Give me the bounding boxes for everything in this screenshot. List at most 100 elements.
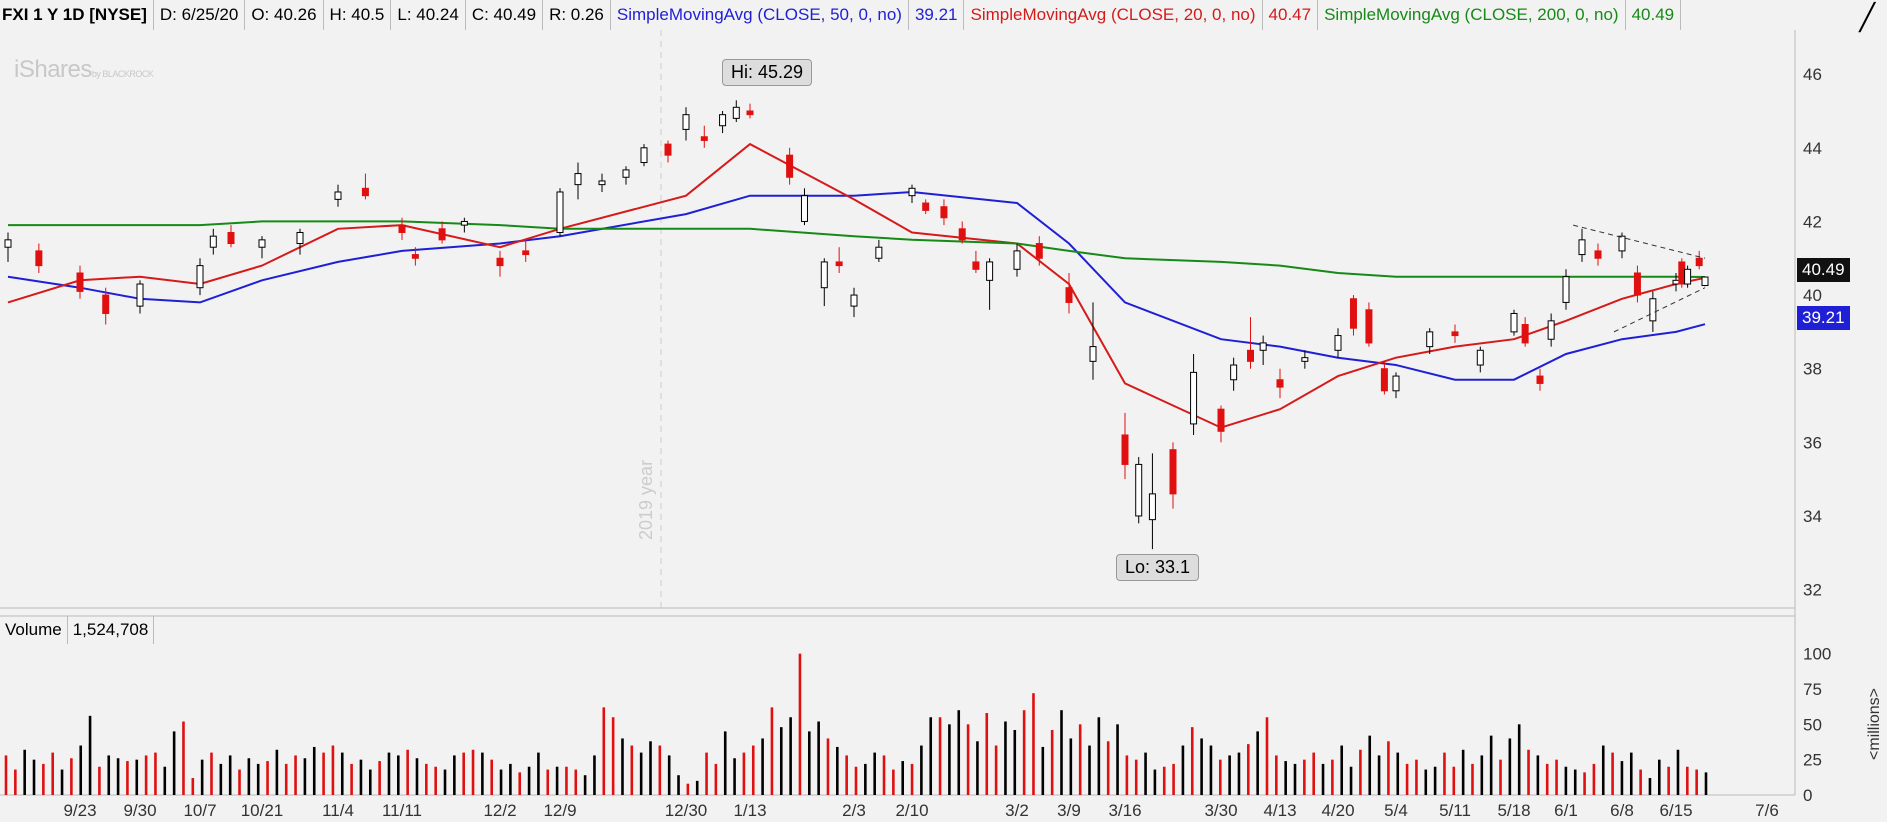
range-readout: R: 0.26 — [543, 0, 611, 30]
volume-bar — [266, 761, 269, 795]
volume-bar — [14, 769, 17, 795]
candle-body — [1649, 298, 1657, 322]
volume-bar — [1153, 769, 1157, 795]
volume-bar — [210, 752, 213, 795]
pattern-upper-line — [1573, 224, 1706, 259]
volume-bar — [798, 653, 802, 795]
volume-bar — [957, 710, 961, 795]
candle-body — [940, 206, 948, 219]
volume-bar — [976, 741, 979, 795]
symbol-label[interactable]: FXI 1 Y 1D [NYSE] — [0, 0, 154, 30]
volume-bar — [228, 755, 232, 795]
volume-bar — [714, 763, 718, 795]
volume-bar — [779, 727, 783, 795]
candle-body — [258, 239, 266, 248]
volume-bar — [705, 752, 708, 795]
volume-bar — [677, 775, 680, 795]
volume-bar — [247, 758, 251, 795]
volume-bar — [1499, 759, 1502, 795]
candle-body — [1672, 279, 1680, 285]
volume-bar — [1022, 710, 1026, 795]
x-tick-label: 6/1 — [1554, 801, 1578, 820]
candle-body — [1121, 434, 1129, 465]
candle-body — [1135, 463, 1143, 517]
x-tick-label: 2/10 — [895, 801, 928, 820]
volume-tick-label: 0 — [1803, 786, 1812, 805]
volume-bar — [854, 766, 858, 795]
sma20-label[interactable]: SimpleMovingAvg (CLOSE, 20, 0, no) — [964, 0, 1263, 30]
candle-body — [1035, 243, 1043, 259]
high-readout: H: 40.5 — [324, 0, 392, 30]
candle-body — [438, 228, 446, 241]
volume-bar — [630, 745, 634, 795]
volume-bar — [425, 763, 428, 795]
volume-bar — [537, 752, 540, 795]
volume-bar — [1387, 741, 1390, 795]
volume-bar — [733, 758, 736, 795]
volume-bar — [817, 721, 820, 795]
x-tick-label: 7/6 — [1755, 801, 1779, 820]
volume-bar — [88, 715, 92, 795]
x-tick-label: 12/9 — [543, 801, 576, 820]
candle-body — [682, 114, 690, 130]
candle-body — [1380, 368, 1388, 392]
candle-body — [598, 180, 606, 186]
volume-bar — [163, 766, 167, 795]
candle-body — [1259, 342, 1267, 351]
volume-bar — [1284, 761, 1287, 795]
candle-body — [35, 250, 43, 267]
volume-bar — [1106, 741, 1110, 795]
sma-line — [8, 220, 1706, 278]
volume-bar — [1359, 749, 1362, 795]
sma200-label[interactable]: SimpleMovingAvg (CLOSE, 200, 0, no) — [1318, 0, 1626, 30]
volume-bar — [275, 749, 279, 795]
volume-bar — [1116, 724, 1119, 795]
sma50-label[interactable]: SimpleMovingAvg (CLOSE, 50, 0, no) — [611, 0, 909, 30]
sma-line — [7, 190, 1706, 381]
volume-bar — [322, 752, 325, 795]
volume-bar — [1050, 729, 1054, 795]
year-marker: 2019 year — [636, 459, 656, 540]
volume-bar — [350, 763, 353, 795]
candle-body — [4, 239, 12, 248]
candle-body — [875, 246, 883, 259]
volume-bar — [994, 745, 998, 795]
x-tick-label: 1/13 — [733, 801, 766, 820]
x-tick-label: 5/11 — [1439, 801, 1471, 820]
candle-body — [1217, 408, 1225, 432]
candle-body — [1578, 239, 1586, 256]
volume-bar — [378, 761, 381, 795]
volume-tick-label: 100 — [1803, 645, 1831, 664]
volume-bar — [1639, 769, 1642, 795]
candle-body — [1618, 235, 1626, 252]
volume-bar — [462, 752, 465, 795]
volume-bar — [639, 752, 643, 795]
candle-body — [1392, 375, 1400, 392]
volume-tick-label: 75 — [1803, 680, 1822, 699]
volume-bar — [70, 758, 73, 795]
volume-bar — [98, 766, 101, 795]
candle-body — [1562, 276, 1570, 303]
candle-body — [209, 235, 217, 248]
volume-bar — [565, 766, 568, 795]
drawing-tool-icon[interactable]: ╱ — [1859, 2, 1875, 32]
candle-body — [76, 272, 84, 292]
close-readout: C: 40.49 — [466, 0, 544, 30]
price-tick-label: 36 — [1803, 433, 1822, 452]
candle-body — [622, 169, 630, 178]
chart-header: FXI 1 Y 1D [NYSE] D: 6/25/20 O: 40.26 H:… — [0, 0, 1800, 30]
x-tick-label: 6/15 — [1659, 801, 1692, 820]
volume-bar — [1443, 752, 1446, 795]
volume-bar — [397, 755, 400, 795]
volume-bar — [1340, 745, 1344, 795]
volume-header: Volume 1,524,708 — [0, 616, 155, 644]
candle-body — [556, 191, 564, 233]
candle-body — [1701, 276, 1709, 286]
last-price-tag: 40.49 — [1797, 258, 1850, 282]
volume-bar — [471, 749, 475, 795]
volume-bar — [1583, 772, 1586, 795]
volume-bar — [1172, 763, 1175, 795]
candle-body — [820, 261, 828, 289]
candle-body — [574, 173, 582, 186]
